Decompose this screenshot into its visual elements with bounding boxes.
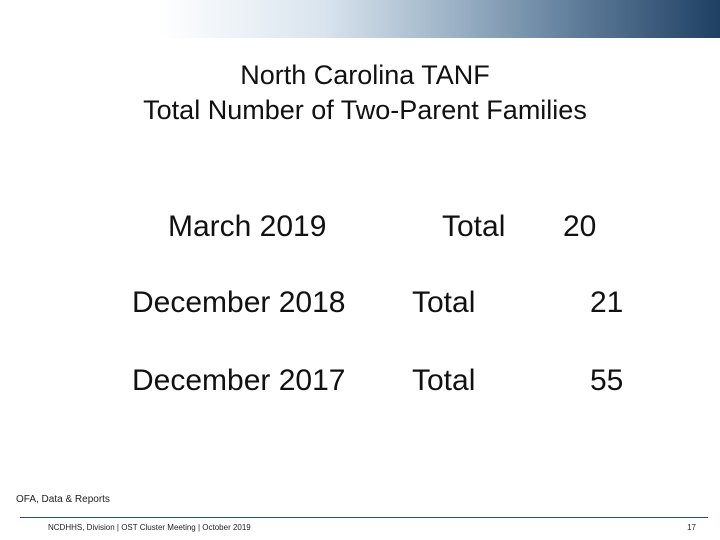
- slide-title-line-1: North Carolina TANF: [240, 60, 490, 90]
- slide-title: North Carolina TANF Total Number of Two-…: [0, 58, 720, 128]
- row-1-value: 20: [563, 210, 597, 243]
- footer-note: OFA, Data & Reports: [16, 494, 110, 505]
- page-number: 17: [687, 523, 696, 532]
- footer-text: NCDHHS, Division | OST Cluster Meeting |…: [48, 523, 251, 532]
- row-3-period: December 2017: [132, 364, 346, 397]
- row-2-value: 21: [590, 286, 624, 319]
- row-1-label: Total: [442, 210, 506, 243]
- row-3-value: 55: [590, 364, 624, 397]
- row-2-label: Total: [412, 286, 476, 319]
- header-gradient-bar: [0, 0, 720, 38]
- footer-divider: [20, 517, 708, 518]
- row-1-period: March 2019: [168, 210, 327, 243]
- row-2-period: December 2018: [132, 286, 346, 319]
- slide-title-line-2: Total Number of Two-Parent Families: [143, 95, 587, 125]
- row-3-label: Total: [412, 364, 476, 397]
